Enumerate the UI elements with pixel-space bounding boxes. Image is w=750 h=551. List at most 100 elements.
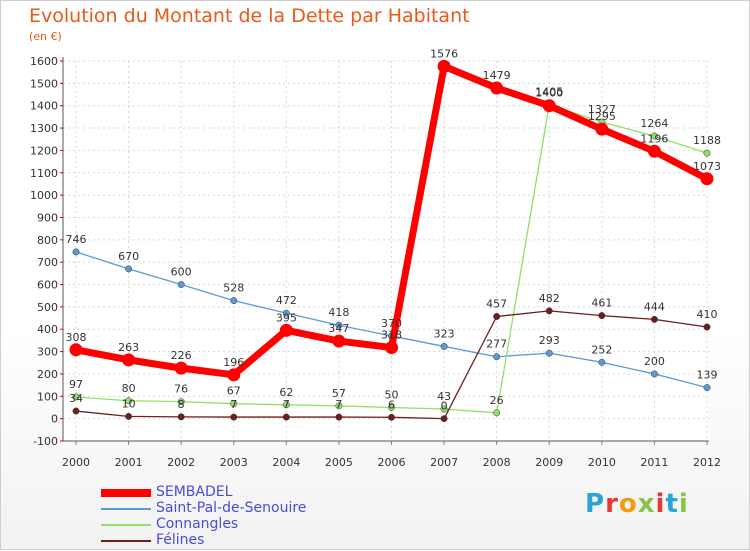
data-point-2 <box>440 405 448 413</box>
data-point-1 <box>335 321 343 329</box>
data-label-3: 34 <box>69 392 83 405</box>
data-label-1: 472 <box>276 294 297 307</box>
data-point-1 <box>545 349 553 357</box>
data-point-0 <box>279 323 293 337</box>
data-point-3 <box>598 312 606 320</box>
x-tick-label: 2012 <box>693 456 721 469</box>
data-label-0: 263 <box>118 341 139 354</box>
data-label-0: 1479 <box>483 69 511 82</box>
data-point-0 <box>122 353 136 367</box>
y-tick-label: 800 <box>37 234 58 247</box>
axes: -100010020030040050060070080090010001100… <box>30 55 721 469</box>
x-tick-label: 2007 <box>430 456 458 469</box>
x-tick-label: 2010 <box>588 456 616 469</box>
y-tick-label: 900 <box>37 211 58 224</box>
x-tick-label: 2004 <box>272 456 300 469</box>
legend-item-sembadel: SEMBADEL <box>101 484 361 501</box>
logo-letter: x <box>637 489 656 519</box>
data-point-3 <box>545 307 553 315</box>
legend-label-sembadel: SEMBADEL <box>156 484 233 500</box>
data-label-1: 200 <box>644 355 665 368</box>
data-label-2: 67 <box>227 385 241 398</box>
data-point-2 <box>282 401 290 409</box>
data-label-1: 746 <box>66 233 87 246</box>
y-tick-label: 200 <box>37 368 58 381</box>
data-label-3: 482 <box>539 292 560 305</box>
data-point-0 <box>227 368 241 382</box>
data-label-1: 370 <box>381 317 402 330</box>
data-point-0 <box>174 361 188 375</box>
data-point-3 <box>230 413 238 421</box>
data-label-0: 347 <box>328 322 349 335</box>
data-point-0 <box>595 122 609 136</box>
data-point-0 <box>542 99 556 113</box>
data-point-1 <box>177 281 185 288</box>
data-label-1: 418 <box>328 306 349 319</box>
data-label-2: 62 <box>279 386 293 399</box>
data-point-0 <box>69 343 83 357</box>
legend-swatch-felines <box>101 540 151 542</box>
data-label-2: 43 <box>437 390 451 403</box>
data-label-1: 252 <box>591 343 612 356</box>
data-label-0: 1196 <box>640 132 668 145</box>
data-label-3: 10 <box>122 397 136 410</box>
y-tick-label: 1400 <box>30 100 58 113</box>
y-tick-label: 1000 <box>30 189 58 202</box>
data-label-3: 8 <box>178 398 185 411</box>
data-point-0 <box>332 334 346 348</box>
data-point-2 <box>177 398 185 406</box>
data-point-2 <box>335 402 343 410</box>
data-label-2: 50 <box>385 388 399 401</box>
y-tick-label: 700 <box>37 256 58 269</box>
data-label-2: 57 <box>332 387 346 400</box>
y-tick-label: 1500 <box>30 77 58 90</box>
x-tick-label: 2003 <box>220 456 248 469</box>
x-tick-label: 2009 <box>535 456 563 469</box>
data-point-1 <box>598 358 606 366</box>
data-label-1: 528 <box>223 282 244 295</box>
data-point-1 <box>440 342 448 350</box>
legend-label-saint-pal: Saint-Pal-de-Senouire <box>156 500 307 516</box>
data-point-3 <box>703 323 711 331</box>
data-label-0: 1295 <box>588 110 616 123</box>
y-tick-label: 400 <box>37 323 58 336</box>
data-point-2 <box>493 409 501 417</box>
data-label-0: 1576 <box>430 47 458 60</box>
data-point-1 <box>650 370 658 378</box>
data-label-0: 1073 <box>693 160 721 173</box>
chart-title: Evolution du Montant de la Dette par Hab… <box>29 5 470 27</box>
legend-item-felines: Félines <box>101 532 361 549</box>
data-label-3: 6 <box>388 398 395 411</box>
data-point-3 <box>72 407 80 415</box>
y-tick-label: 1100 <box>30 167 58 180</box>
data-label-2: 1405 <box>535 86 563 99</box>
data-label-0: 318 <box>381 329 402 342</box>
proxiti-logo: Proxiti <box>585 489 689 519</box>
data-label-0: 395 <box>276 311 297 324</box>
data-point-1 <box>125 265 133 273</box>
data-point-3 <box>177 413 185 421</box>
data-label-0: 226 <box>171 349 192 362</box>
x-tick-label: 2005 <box>325 456 353 469</box>
x-tick-label: 2000 <box>62 456 90 469</box>
data-point-1 <box>72 248 80 256</box>
x-tick-label: 2002 <box>167 456 195 469</box>
series-lines <box>69 59 714 423</box>
data-point-3 <box>440 415 448 423</box>
data-point-0 <box>647 144 661 158</box>
data-point-0 <box>490 81 504 95</box>
data-label-1: 139 <box>697 369 718 382</box>
data-label-1: 323 <box>434 327 455 340</box>
data-point-0 <box>437 59 451 73</box>
data-label-1: 600 <box>171 266 192 279</box>
x-tick-label: 2001 <box>115 456 143 469</box>
legend-swatch-sembadel <box>101 489 151 497</box>
data-label-2: 97 <box>69 378 83 391</box>
x-tick-label: 2011 <box>640 456 668 469</box>
logo-letter: r <box>605 489 619 519</box>
data-label-2: 1188 <box>693 134 721 147</box>
data-label-3: 461 <box>591 297 612 310</box>
logo-letter: o <box>618 489 638 519</box>
